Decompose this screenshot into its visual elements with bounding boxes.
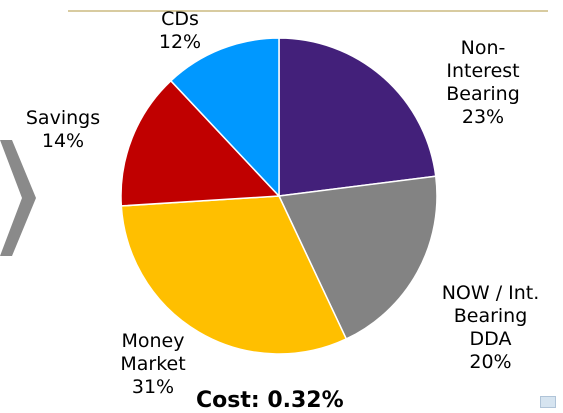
slice-label-line: Interest: [446, 60, 520, 82]
slice-label-line: DDA: [469, 328, 512, 350]
slice-label-line: NOW / Int.: [441, 282, 540, 304]
slice-label-line: Money: [121, 330, 185, 352]
slice-percent: 12%: [158, 31, 202, 53]
slice-label-line: Savings: [25, 107, 101, 129]
top-rule: [68, 10, 548, 12]
slice-label-savings: Savings 14%: [18, 107, 108, 153]
slice-label-line: Bearing: [446, 83, 520, 105]
corner-icon: [540, 396, 556, 408]
slice-label-non-interest-bearing: Non- Interest Bearing 23%: [438, 37, 528, 129]
pie-slice-3: [120, 79, 281, 207]
pie-slice-1: [277, 175, 438, 340]
slice-label-line: Market: [120, 353, 186, 375]
slice-percent: 31%: [131, 376, 175, 398]
slice-label-cds: CDs 12%: [135, 8, 225, 54]
slice-percent: 20%: [469, 351, 512, 373]
pie-chart: [120, 37, 438, 355]
pie-slice-2: [120, 195, 348, 355]
slice-label-money-market: Money Market 31%: [108, 330, 198, 399]
slice-percent: 14%: [41, 130, 85, 152]
pie-slice-4: [169, 37, 280, 198]
slice-label-line: Non-: [460, 37, 506, 59]
cost-caption: Cost: 0.32%: [196, 388, 344, 413]
slice-label-line: Bearing: [453, 305, 528, 327]
pie-slice-0: [278, 37, 437, 197]
slice-percent: 23%: [461, 106, 505, 128]
slice-label-line: CDs: [161, 8, 199, 30]
chevron-right-icon[interactable]: [0, 140, 40, 260]
slice-label-now-int-bearing-dda: NOW / Int. Bearing DDA 20%: [428, 282, 553, 374]
